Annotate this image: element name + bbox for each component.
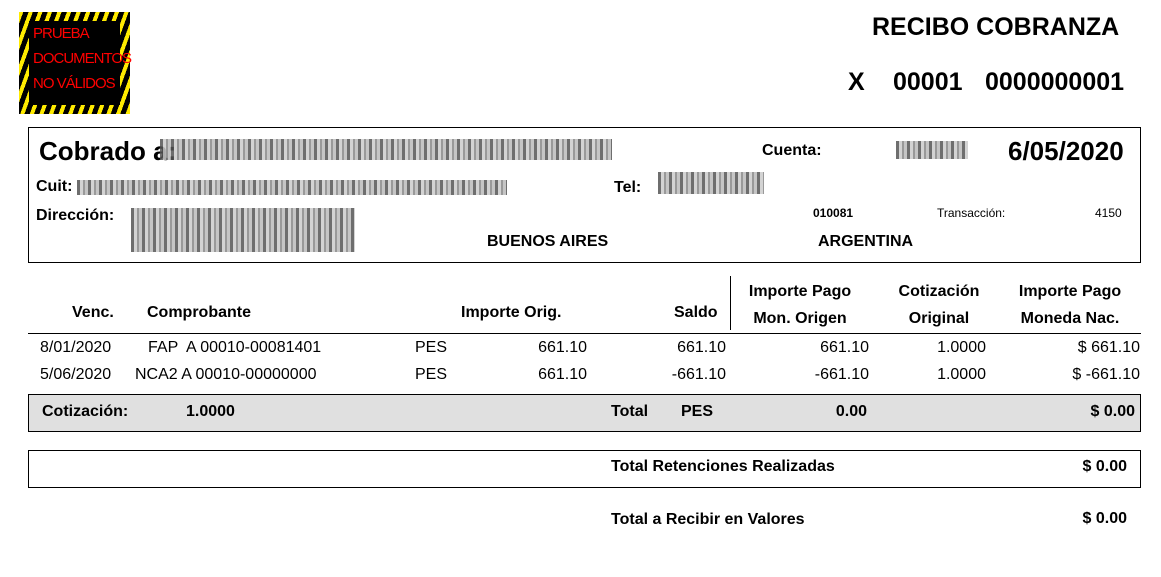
totals-bar [28,394,1141,432]
transaccion-label: Transacción: [937,206,1006,220]
header-importe-orig: Importe Orig. [461,304,562,321]
cobrado-label: Cobrado a: [39,136,177,166]
totals-label: Total [611,403,649,420]
valores-value: $ 0.00 [1082,510,1127,527]
totals-nac: $ 0.00 [1090,403,1135,420]
redacted-cuit [77,180,507,195]
cell-moneda: PES [415,366,448,383]
redacted-tel [658,172,764,194]
header-venc: Venc. [72,304,114,321]
cell-comprobante: FAP A 00010-00081401 [148,339,322,356]
point-of-sale: 00001 [893,68,963,96]
cell-importe-orig: 661.10 [538,339,587,356]
header-rule [28,333,1141,334]
header-importe-pago: Importe Pago [748,283,852,300]
retenciones-box [28,450,1141,488]
direccion-label: Dirección: [36,207,115,224]
totals-cotizacion: 1.0000 [186,403,235,420]
header-saldo: Saldo [674,304,718,321]
header-divider [730,276,731,330]
cell-saldo: -661.10 [671,366,726,383]
retenciones-label: Total Retenciones Realizadas [611,458,835,475]
totals-cotizacion-label: Cotización: [42,403,129,420]
cell-comprobante: NCA2 A 00010-00000000 [135,366,317,383]
cell-importe-pago: -661.10 [814,366,869,383]
totals-orig: 0.00 [835,403,867,420]
cell-importe-pago: 661.10 [820,339,869,356]
cell-saldo: 661.10 [677,339,726,356]
redacted-client-name [160,139,612,160]
header-importe-nac: Importe Pago [1018,283,1122,300]
valores-label: Total a Recibir en Valores [611,511,805,528]
province: BUENOS AIRES [487,233,609,250]
totals-moneda: PES [681,403,714,420]
header-original: Original [908,310,970,327]
stamp-line: DOCUMENTOS [33,50,132,67]
tel-label: Tel: [614,179,642,196]
cell-importe-nac: $ 661.10 [1077,339,1140,356]
cuit-label: Cuit: [36,178,73,195]
cell-importe-orig: 661.10 [538,366,587,383]
transaccion-number: 4150 [1095,206,1122,220]
header-mon-origen: Mon. Origen [753,310,847,327]
redacted-address [131,208,355,252]
country: ARGENTINA [818,233,914,250]
receipt-date: 6/05/2020 [1008,136,1124,166]
document-title: RECIBO COBRANZA [872,13,1120,41]
cell-cotizacion: 1.0000 [937,366,986,383]
cell-venc: 5/06/2020 [40,366,112,383]
client-code: 010081 [813,206,854,220]
cell-importe-nac: $ -661.10 [1072,366,1140,383]
header-comprobante: Comprobante [147,304,251,321]
retenciones-value: $ 0.00 [1082,458,1127,475]
cuenta-label: Cuenta: [762,142,822,159]
document-number: 0000000001 [985,68,1125,96]
cell-venc: 8/01/2020 [40,339,112,356]
test-document-stamp: PRUEBA DOCUMENTOS NO VÁLIDOS [19,12,132,114]
redacted-account [896,141,968,159]
stamp-line: NO VÁLIDOS [33,75,116,92]
client-box [28,127,1141,263]
document-letter: X [848,68,865,96]
header-cotizacion: Cotización [898,283,980,300]
header-moneda-nac: Moneda Nac. [1020,310,1120,327]
stamp-line: PRUEBA [33,25,90,42]
cell-moneda: PES [415,339,448,356]
cell-cotizacion: 1.0000 [937,339,986,356]
